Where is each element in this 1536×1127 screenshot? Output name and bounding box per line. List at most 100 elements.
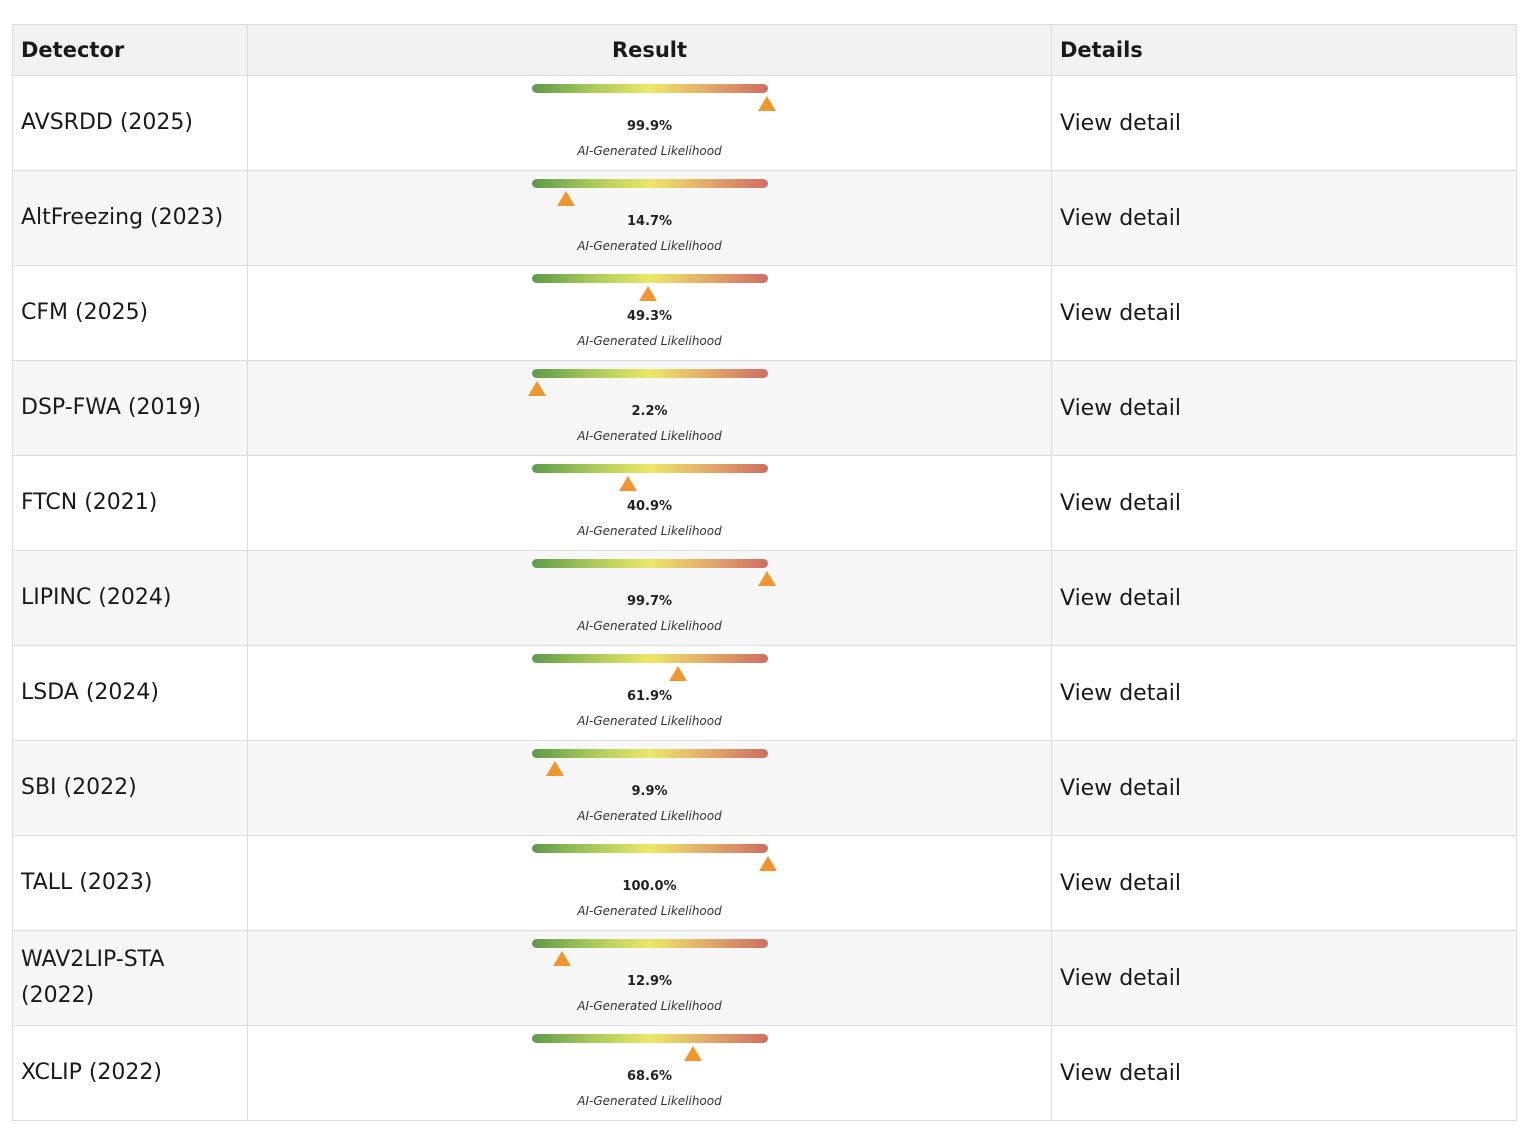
detector-name: WAV2LIP-STA (2022) <box>12 930 248 1026</box>
detector-name: SBI (2022) <box>12 740 248 836</box>
table-row: CFM (2025) 49.3% AI-Generated Likelihood Vi… <box>12 265 1517 361</box>
likelihood-gradient-bar <box>531 84 768 93</box>
likelihood-caption: AI-Generated Likelihood <box>577 714 722 728</box>
details-cell: View detail <box>1051 170 1517 266</box>
likelihood-gauge: 61.9% AI-Generated Likelihood <box>531 646 768 740</box>
result-cell: 40.9% AI-Generated Likelihood <box>247 455 1052 551</box>
detector-name: XCLIP (2022) <box>12 1025 248 1121</box>
detector-name: AVSRDD (2025) <box>12 75 248 171</box>
results-table-container: Detector Result Details AVSRDD (2025) 99.… <box>12 24 1517 1121</box>
result-cell: 99.9% AI-Generated Likelihood <box>247 75 1052 171</box>
likelihood-gauge: 68.6% AI-Generated Likelihood <box>531 1026 768 1120</box>
table-row: FTCN (2021) 40.9% AI-Generated Likelihood V… <box>12 455 1517 551</box>
triangle-marker-icon <box>757 571 776 586</box>
result-cell: 68.6% AI-Generated Likelihood <box>247 1025 1052 1121</box>
header-row: Detector Result Details <box>12 24 1517 76</box>
likelihood-caption: AI-Generated Likelihood <box>577 334 722 348</box>
likelihood-caption: AI-Generated Likelihood <box>577 524 722 538</box>
view-detail-link[interactable]: View detail <box>1060 110 1182 136</box>
detector-name: LIPINC (2024) <box>12 550 248 646</box>
view-detail-link[interactable]: View detail <box>1060 965 1182 991</box>
result-cell: 100.0% AI-Generated Likelihood <box>247 835 1052 931</box>
likelihood-gradient-bar <box>531 369 768 378</box>
likelihood-caption: AI-Generated Likelihood <box>577 904 722 918</box>
result-cell: 49.3% AI-Generated Likelihood <box>247 265 1052 361</box>
detector-name: CFM (2025) <box>12 265 248 361</box>
likelihood-gradient-bar <box>531 749 768 758</box>
table-row: WAV2LIP-STA (2022) 12.9% AI-Generated Like… <box>12 930 1517 1026</box>
likelihood-gauge: 12.9% AI-Generated Likelihood <box>531 931 768 1025</box>
view-detail-link[interactable]: View detail <box>1060 490 1182 516</box>
likelihood-gradient-bar <box>531 654 768 663</box>
likelihood-gauge: 40.9% AI-Generated Likelihood <box>531 456 768 550</box>
detector-name: DSP-FWA (2019) <box>12 360 248 456</box>
triangle-marker-icon <box>758 96 777 111</box>
triangle-marker-icon <box>758 856 777 871</box>
triangle-marker-icon <box>545 761 564 776</box>
table-row: LSDA (2024) 61.9% AI-Generated Likelihood V… <box>12 645 1517 741</box>
likelihood-gauge: 2.2% AI-Generated Likelihood <box>527 361 768 455</box>
triangle-marker-icon <box>684 1046 703 1061</box>
likelihood-gauge: 49.3% AI-Generated Likelihood <box>531 266 768 360</box>
likelihood-gradient-bar <box>531 1034 768 1043</box>
likelihood-gauge: 9.9% AI-Generated Likelihood <box>531 741 768 835</box>
details-cell: View detail <box>1051 645 1517 741</box>
view-detail-link[interactable]: View detail <box>1060 585 1182 611</box>
table-body: AVSRDD (2025) 99.9% AI-Generated Likelihoo… <box>12 75 1517 1121</box>
likelihood-caption: AI-Generated Likelihood <box>577 144 722 158</box>
header-details: Details <box>1051 24 1517 76</box>
result-cell: 61.9% AI-Generated Likelihood <box>247 645 1052 741</box>
view-detail-link[interactable]: View detail <box>1060 680 1182 706</box>
details-cell: View detail <box>1051 740 1517 836</box>
triangle-marker-icon <box>619 476 638 491</box>
view-detail-link[interactable]: View detail <box>1060 775 1182 801</box>
triangle-marker-icon <box>638 286 657 301</box>
likelihood-percent: 2.2% <box>631 404 668 419</box>
header-result: Result <box>247 24 1052 76</box>
likelihood-caption: AI-Generated Likelihood <box>577 429 722 443</box>
detector-name: LSDA (2024) <box>12 645 248 741</box>
triangle-marker-icon <box>527 381 546 396</box>
likelihood-gauge: 99.7% AI-Generated Likelihood <box>531 551 776 645</box>
likelihood-percent: 9.9% <box>631 784 668 799</box>
triangle-marker-icon <box>557 191 576 206</box>
likelihood-percent: 99.9% <box>626 119 673 134</box>
header-detector: Detector <box>12 24 248 76</box>
likelihood-percent: 14.7% <box>626 214 673 229</box>
view-detail-link[interactable]: View detail <box>1060 300 1182 326</box>
view-detail-link[interactable]: View detail <box>1060 395 1182 421</box>
details-cell: View detail <box>1051 550 1517 646</box>
likelihood-gradient-bar <box>531 464 768 473</box>
details-cell: View detail <box>1051 265 1517 361</box>
view-detail-link[interactable]: View detail <box>1060 870 1182 896</box>
likelihood-percent: 99.7% <box>626 594 673 609</box>
likelihood-gauge: 99.9% AI-Generated Likelihood <box>531 76 777 170</box>
likelihood-caption: AI-Generated Likelihood <box>577 1094 722 1108</box>
result-cell: 9.9% AI-Generated Likelihood <box>247 740 1052 836</box>
result-cell: 14.7% AI-Generated Likelihood <box>247 170 1052 266</box>
likelihood-percent: 40.9% <box>626 499 673 514</box>
likelihood-gradient-bar <box>531 939 768 948</box>
table-row: XCLIP (2022) 68.6% AI-Generated Likelihood… <box>12 1025 1517 1121</box>
details-cell: View detail <box>1051 930 1517 1026</box>
likelihood-percent: 100.0% <box>622 879 677 894</box>
triangle-marker-icon <box>552 951 571 966</box>
details-cell: View detail <box>1051 75 1517 171</box>
likelihood-gauge: 14.7% AI-Generated Likelihood <box>531 171 768 265</box>
likelihood-gradient-bar <box>531 179 768 188</box>
likelihood-percent: 12.9% <box>626 974 673 989</box>
likelihood-caption: AI-Generated Likelihood <box>577 999 722 1013</box>
likelihood-gradient-bar <box>531 274 768 283</box>
table-row: TALL (2023) 100.0% AI-Generated Likelihood… <box>12 835 1517 931</box>
view-detail-link[interactable]: View detail <box>1060 205 1182 231</box>
result-cell: 2.2% AI-Generated Likelihood <box>247 360 1052 456</box>
triangle-marker-icon <box>668 666 687 681</box>
result-cell: 12.9% AI-Generated Likelihood <box>247 930 1052 1026</box>
likelihood-percent: 61.9% <box>626 689 673 704</box>
details-cell: View detail <box>1051 835 1517 931</box>
table-row: LIPINC (2024) 99.7% AI-Generated Likelihoo… <box>12 550 1517 646</box>
details-cell: View detail <box>1051 1025 1517 1121</box>
likelihood-caption: AI-Generated Likelihood <box>577 619 722 633</box>
view-detail-link[interactable]: View detail <box>1060 1060 1182 1086</box>
likelihood-gauge: 100.0% AI-Generated Likelihood <box>531 836 777 930</box>
